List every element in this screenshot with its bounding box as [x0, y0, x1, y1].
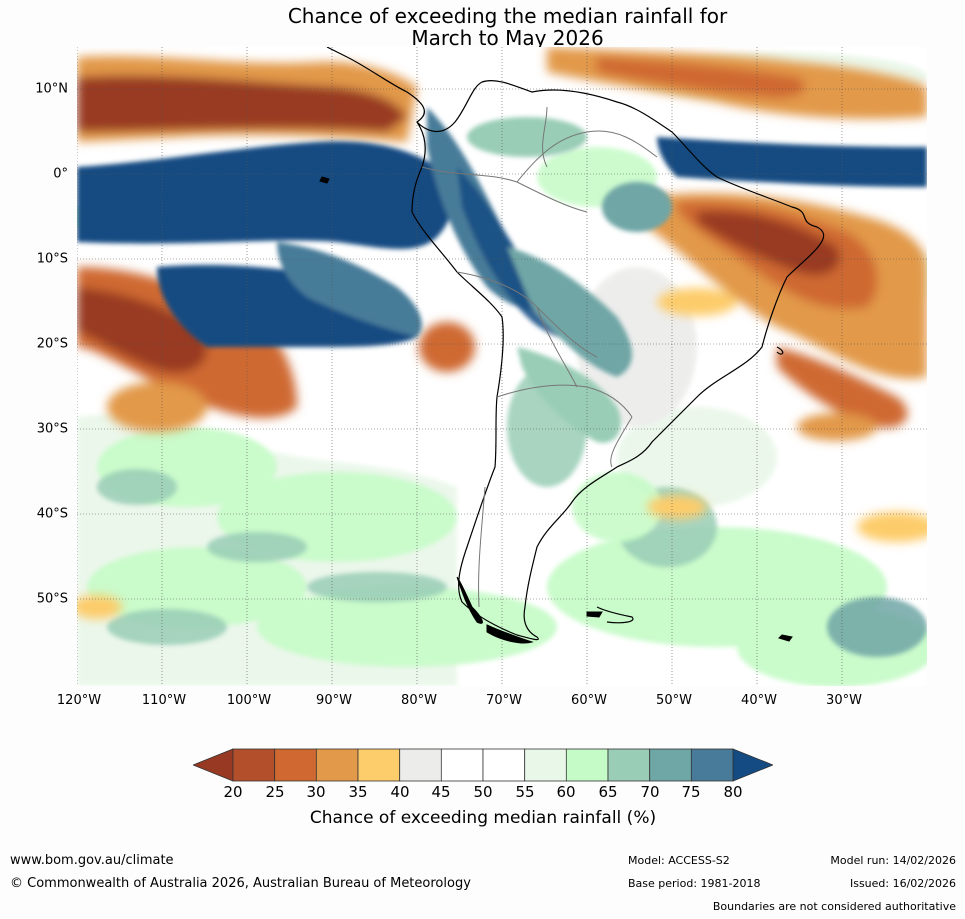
map-title-line-2: March to May 2026: [411, 26, 604, 50]
lat-label-40s: 40°S: [36, 506, 68, 522]
coastline: [326, 47, 825, 641]
colorbar-tick-55: 55: [515, 783, 535, 801]
colorbar-bin-45-50: [440, 748, 484, 782]
lat-label-30s: 30°S: [36, 421, 68, 437]
footer-issued: Issued: 16/02/2026: [849, 877, 956, 890]
footer-model: Model: ACCESS-S2: [628, 854, 730, 867]
colorbar-tick-60: 60: [556, 783, 576, 801]
colorbar-bin-35-40: [357, 748, 401, 782]
colorbar-tick-20: 20: [223, 783, 243, 801]
colorbar-bin-50-55: [482, 748, 526, 782]
footer-website[interactable]: www.bom.gov.au/climate: [10, 853, 174, 868]
colorbar-tick-50: 50: [473, 783, 493, 801]
colorbar-bin-65-70: [607, 748, 651, 782]
colorbar-tick-25: 25: [265, 783, 285, 801]
footer-model-run: Model run: 14/02/2026: [830, 854, 956, 867]
colorbar-tick-45: 45: [431, 783, 451, 801]
colorbar-bin-40-45: [399, 748, 442, 782]
colorbar: [193, 748, 773, 782]
lon-label-90w: 90°W: [316, 693, 352, 708]
lat-label-10s: 10°S: [36, 251, 68, 267]
colorbar-tick-40: 40: [390, 783, 410, 801]
map-title-line-1: Chance of exceeding the median rainfall …: [287, 4, 728, 28]
colorbar-bin-20-25: [232, 748, 276, 782]
colorbar-bin-30-35: [315, 748, 359, 782]
colorbar-tick-35: 35: [348, 783, 368, 801]
lat-label-0: 0°: [53, 166, 68, 182]
lon-label-70w: 70°W: [486, 693, 522, 708]
colorbar-bin-55-60: [524, 748, 567, 782]
colorbar-tick-30: 30: [306, 783, 326, 801]
lat-label-20s: 20°S: [36, 336, 68, 352]
lon-label-60w: 60°W: [571, 693, 607, 708]
footer-base-period: Base period: 1981-2018: [628, 877, 761, 890]
colorbar-bin-70-75: [649, 748, 692, 782]
rainfall-map: [77, 47, 927, 686]
colorbar-tick-80: 80: [723, 783, 743, 801]
colorbar-low-arrow: [193, 748, 234, 782]
lon-label-40w: 40°W: [741, 693, 777, 708]
lon-label-100w: 100°W: [226, 693, 272, 708]
colorbar-tick-75: 75: [681, 783, 701, 801]
lat-label-50s: 50°S: [36, 591, 68, 607]
colorbar-label: Chance of exceeding median rainfall (%): [309, 808, 657, 828]
lon-label-50w: 50°W: [656, 693, 692, 708]
colorbar-tick-65: 65: [598, 783, 618, 801]
colorbar-bin-75-80: [690, 748, 734, 782]
colorbar-high-arrow: [732, 748, 773, 782]
colorbar-bin-60-65: [565, 748, 609, 782]
footer-copyright: © Commonwealth of Australia 2026, Austra…: [10, 876, 471, 891]
lat-label-10n: 10°N: [35, 81, 68, 97]
lon-label-30w: 30°W: [826, 693, 862, 708]
colorbar-bin-25-30: [274, 748, 317, 782]
lon-label-110w: 110°W: [141, 693, 187, 708]
colorbar-tick-70: 70: [640, 783, 660, 801]
footer-disclaimer: Boundaries are not considered authoritat…: [712, 900, 956, 913]
lon-label-120w: 120°W: [56, 693, 102, 708]
lon-label-80w: 80°W: [401, 693, 437, 708]
